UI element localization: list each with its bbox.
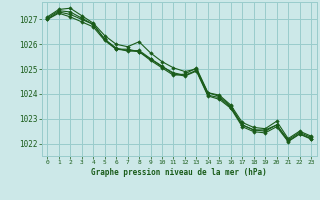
X-axis label: Graphe pression niveau de la mer (hPa): Graphe pression niveau de la mer (hPa) [91, 168, 267, 177]
